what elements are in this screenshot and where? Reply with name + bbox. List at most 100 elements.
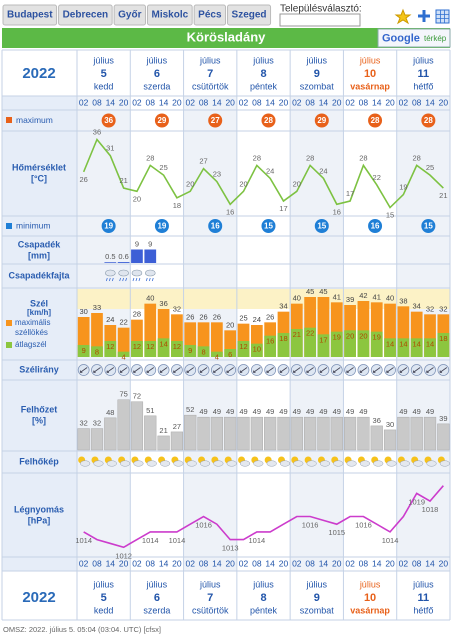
data-label: 48 (106, 408, 114, 417)
data-label: 22 (373, 173, 381, 182)
wind-arrow (159, 367, 168, 373)
bar (264, 335, 277, 357)
city-tab-label: Pécs (198, 10, 222, 21)
temp-badge (368, 219, 383, 233)
data-label: 49 (359, 407, 367, 416)
city-tab[interactable] (2, 4, 58, 26)
wind-arrow (372, 367, 381, 373)
wind-arrow (212, 367, 221, 373)
bar (304, 327, 316, 357)
bar (117, 351, 130, 357)
bar (410, 416, 423, 451)
wind-arrow (119, 367, 128, 373)
day-month: július (146, 55, 168, 65)
row-label: Szél (30, 298, 48, 308)
bar (237, 416, 250, 451)
day-month: július (359, 55, 381, 65)
bar (197, 416, 210, 451)
temp-badge-value: 36 (104, 116, 113, 125)
hour-label: 14 (159, 558, 169, 568)
wind-arrow (292, 367, 301, 373)
row-label: Felhőkép (19, 456, 59, 466)
data-label: 34 (279, 302, 287, 311)
day-weekday: kedd (94, 605, 114, 615)
hour-label: 14 (159, 97, 169, 107)
data-label: 28 (133, 310, 141, 319)
city-tab-label: Budapest (7, 10, 53, 21)
data-label: 1015 (328, 528, 345, 537)
bar (130, 401, 144, 451)
wind-arrow (93, 367, 101, 373)
day-date: 5 (101, 592, 107, 604)
row-label: [mm] (28, 250, 50, 260)
bar (250, 343, 263, 357)
hour-label: 20 (332, 97, 342, 107)
add-icon[interactable] (418, 10, 430, 22)
row-label: Szélirány (19, 364, 59, 374)
data-label: 21 (293, 330, 301, 339)
day-date: 10 (364, 592, 376, 604)
bar (211, 322, 223, 357)
location-input[interactable] (279, 13, 361, 27)
bar (170, 431, 184, 451)
data-label: 36 (159, 299, 167, 308)
wind-arrow (346, 367, 354, 373)
data-label: 20 (239, 179, 247, 188)
data-label: 49 (426, 407, 434, 416)
bar (370, 302, 383, 357)
data-label: 28 (413, 153, 421, 162)
city-tab[interactable] (113, 4, 146, 26)
hour-label: 14 (372, 558, 382, 568)
data-label: 1016 (302, 520, 319, 529)
row-label: Légnyomás (14, 504, 64, 514)
hour-label: 02 (292, 97, 302, 107)
legend-label: maximális széllökés (15, 318, 51, 337)
day-date: 10 (364, 68, 376, 80)
temp-badge (368, 113, 383, 128)
data-label: 14 (159, 339, 167, 348)
data-label: 16 (226, 207, 234, 216)
hour-label: 08 (412, 97, 422, 107)
city-tab[interactable] (227, 4, 272, 26)
map-button[interactable] (377, 28, 451, 48)
data-label: 41 (333, 292, 341, 301)
legend-swatch (6, 320, 12, 326)
rain-icon (131, 269, 143, 277)
data-label: 8 (201, 347, 205, 356)
city-tab[interactable] (146, 4, 193, 26)
data-label: 10 (253, 345, 261, 354)
grid-icon[interactable] (435, 9, 450, 24)
day-month: július (199, 579, 221, 589)
data-label: 49 (293, 407, 301, 416)
data-label: 30 (386, 420, 394, 429)
city-tab[interactable] (193, 4, 227, 26)
bar (237, 341, 250, 357)
hour-label: 08 (305, 97, 315, 107)
hour-label: 08 (359, 97, 369, 107)
cloud-icon (413, 460, 424, 467)
label-column (2, 96, 77, 571)
bar (171, 314, 183, 357)
bar (131, 249, 143, 263)
cloud-icon (213, 460, 224, 467)
bar (370, 331, 383, 357)
star-icon[interactable] (394, 8, 412, 25)
bar (317, 334, 330, 357)
row-label: minimum (16, 220, 50, 230)
wind-arrow (133, 367, 141, 373)
bar (91, 313, 103, 357)
wind-arrow (173, 367, 181, 373)
day-month: július (252, 55, 274, 65)
data-label: 26 (186, 312, 194, 321)
data-label: 9 (188, 346, 192, 355)
data-label: 28 (253, 153, 261, 162)
data-label: 49 (253, 407, 261, 416)
bar (224, 349, 237, 357)
data-label: 26 (266, 312, 274, 321)
bar (290, 416, 303, 451)
cloud-icon (106, 460, 117, 467)
day-date: 7 (207, 592, 213, 604)
city-tab[interactable] (58, 4, 113, 26)
bar (104, 341, 117, 357)
bar (197, 322, 210, 357)
